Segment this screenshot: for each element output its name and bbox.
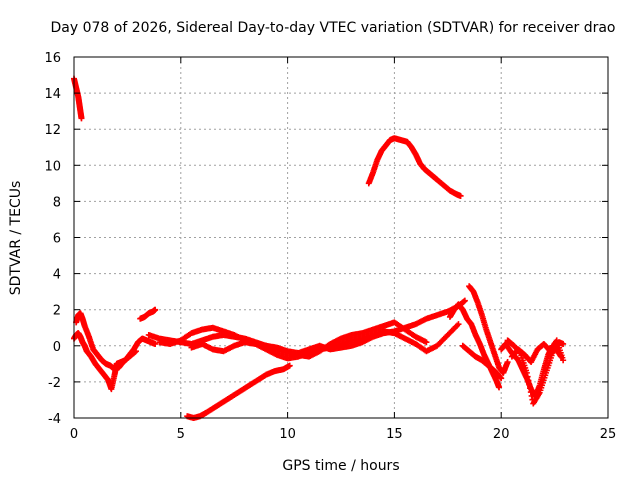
- data-point-marker: [528, 392, 535, 399]
- y-tick-label: -2: [48, 376, 61, 391]
- data-point-marker: [152, 340, 159, 347]
- data-point-marker: [286, 362, 293, 369]
- x-tick-label: 10: [279, 427, 296, 442]
- y-tick-label: 8: [53, 195, 61, 210]
- series-s11: [466, 283, 511, 376]
- data-point-marker: [560, 340, 567, 347]
- y-tick-label: 10: [44, 159, 61, 174]
- data-point-marker: [461, 297, 468, 304]
- series-s7: [188, 321, 462, 362]
- data-point-marker: [523, 369, 530, 376]
- x-axis-label: GPS time / hours: [282, 458, 399, 474]
- x-tick-label: 20: [493, 427, 510, 442]
- data-point-marker: [497, 374, 504, 381]
- axis-ticks: 0 5 10 15 20 25 -4 -2 0 2 4 6 8 10 12 14 16: [44, 51, 616, 442]
- y-tick-label: 16: [44, 51, 61, 66]
- x-tick-label: 5: [177, 427, 185, 442]
- data-point-marker: [455, 321, 462, 328]
- y-tick-label: -4: [48, 412, 61, 427]
- series-s2: [71, 330, 159, 393]
- grid-lines: [74, 57, 608, 418]
- data-point-marker: [457, 192, 464, 199]
- series-s1: [71, 75, 85, 122]
- data-point-marker: [132, 348, 139, 355]
- x-tick-label: 0: [70, 427, 78, 442]
- data-point-marker: [498, 375, 505, 382]
- x-tick-label: 15: [386, 427, 403, 442]
- data-point-marker: [524, 373, 531, 380]
- data-point-marker: [78, 115, 85, 122]
- data-point-marker: [560, 357, 567, 364]
- y-axis-label: SDTVAR / TECUs: [8, 181, 24, 296]
- series-s15: [508, 337, 567, 366]
- y-tick-label: 4: [53, 268, 61, 283]
- data-point-marker: [152, 306, 159, 313]
- data-point-marker: [527, 389, 534, 396]
- data-point-marker: [496, 384, 503, 391]
- series-s8: [184, 362, 293, 421]
- chart-title: Day 078 of 2026, Sidereal Day-to-day VTE…: [50, 20, 615, 36]
- y-tick-label: 12: [44, 123, 61, 138]
- data-point-marker: [504, 359, 511, 366]
- series-s12: [459, 342, 505, 382]
- data-points: [71, 75, 567, 421]
- y-tick-label: 0: [53, 340, 61, 355]
- series-s9: [365, 135, 464, 199]
- data-point-marker: [527, 385, 534, 392]
- data-point-marker: [525, 377, 532, 384]
- y-tick-label: 14: [44, 87, 61, 102]
- y-tick-label: 2: [53, 304, 61, 319]
- series-s4: [137, 306, 159, 322]
- series-s3: [73, 310, 139, 373]
- x-tick-label: 25: [600, 427, 617, 442]
- data-point-marker: [423, 339, 430, 346]
- y-tick-label: 6: [53, 232, 61, 247]
- data-point-marker: [526, 381, 533, 388]
